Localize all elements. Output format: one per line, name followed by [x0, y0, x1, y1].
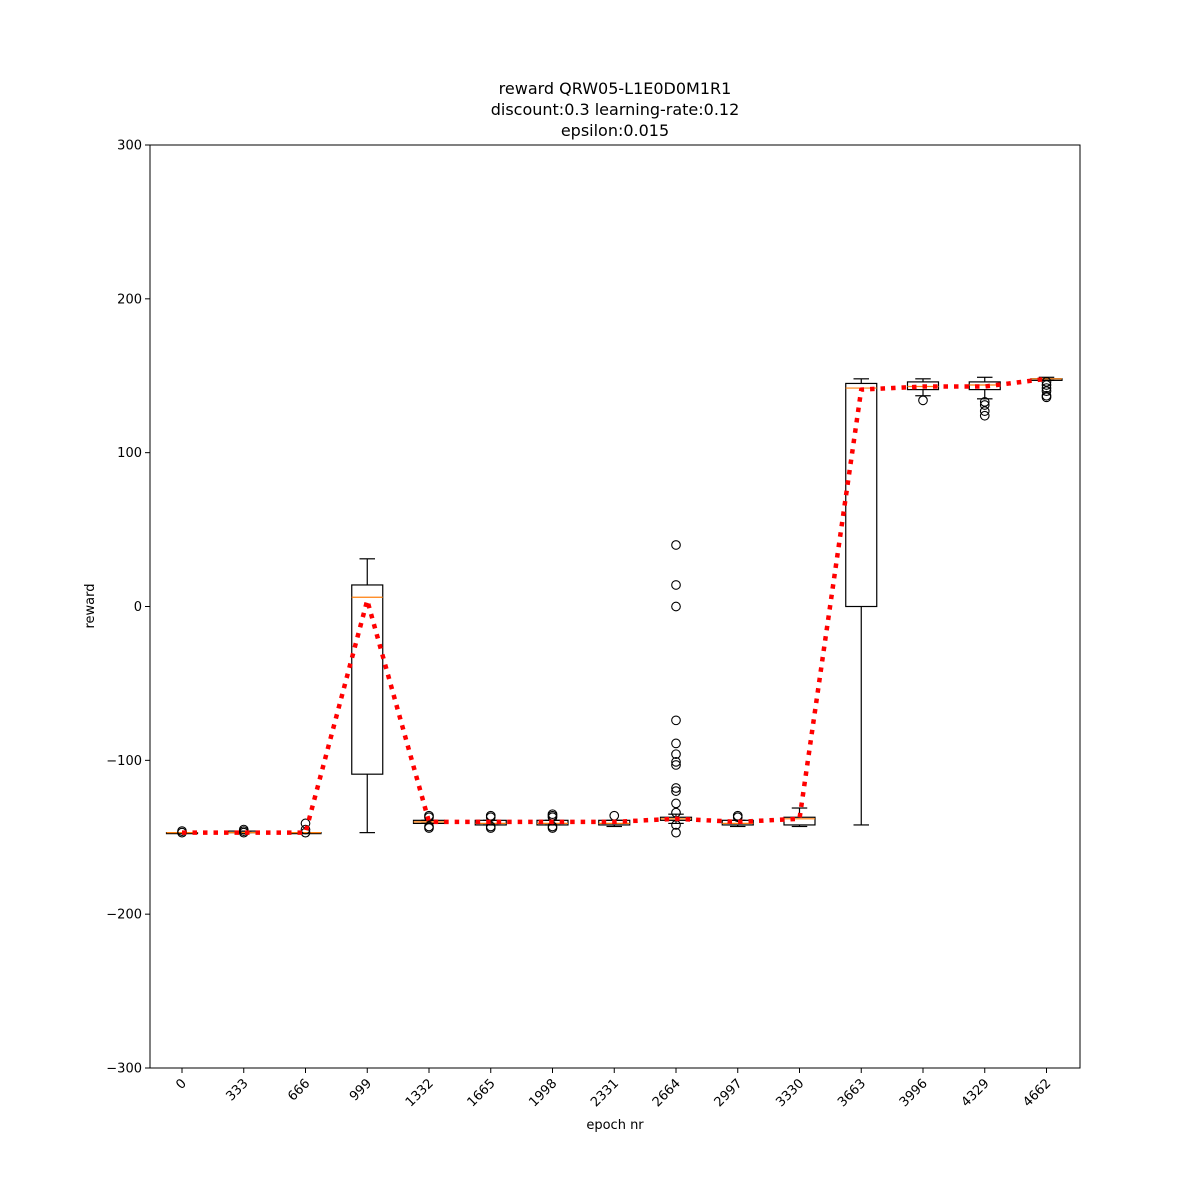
flier-point [485, 812, 496, 823]
x-tick-label: 1998 [526, 1076, 560, 1110]
box-2664 [659, 540, 693, 838]
flier-point [424, 812, 434, 823]
flier-point [671, 783, 681, 793]
y-axis-label: reward [83, 583, 98, 628]
box-2331 [598, 810, 631, 828]
box-333 [227, 824, 260, 838]
x-axis-label: epoch nr [586, 1118, 644, 1133]
x-axis: 0 333 666 999 1332 1665 1998 2331 2664 2997 3330 36… [173, 1068, 1054, 1110]
flier-point [918, 395, 928, 406]
x-tick-label: 3330 [773, 1076, 807, 1110]
box-1332 [412, 810, 446, 833]
y-axis: −300 −200 −100 0 100 200 300 [106, 139, 150, 1077]
box-body [845, 382, 878, 608]
flier-point [671, 738, 681, 749]
y-tick-label: 100 [117, 446, 142, 461]
y-tick-label: −100 [106, 754, 142, 769]
flier-point [671, 715, 681, 726]
flier-point [979, 400, 990, 410]
flier-point [485, 823, 496, 833]
flier-point [671, 760, 681, 770]
box-4329 [968, 376, 1001, 421]
x-tick-label: 3663 [835, 1076, 869, 1110]
flier-point [1041, 392, 1052, 403]
box-body [906, 381, 940, 391]
x-tick-label: 4662 [1020, 1076, 1054, 1110]
flier-point [671, 786, 681, 796]
flier-point [1041, 383, 1052, 393]
box-body [351, 584, 384, 775]
x-tick-label: 1665 [465, 1076, 499, 1110]
x-tick-label: 666 [285, 1076, 313, 1104]
x-tick-label: 1332 [403, 1076, 437, 1110]
x-tick-label: 999 [347, 1076, 375, 1104]
flier-point [671, 601, 681, 612]
x-tick-label: 3996 [897, 1076, 931, 1110]
y-tick-label: 300 [117, 139, 142, 154]
flier-point [424, 823, 434, 833]
chart-title: reward QRW05-L1E0D0M1R1 discount:0.3 lea… [491, 79, 740, 140]
y-tick-label: −200 [106, 908, 142, 923]
y-tick-label: 200 [117, 292, 142, 307]
flier-point [609, 810, 620, 821]
flier-point [671, 798, 681, 809]
x-tick-label: 4329 [959, 1076, 993, 1110]
box-3996 [906, 378, 940, 406]
flier-point [671, 749, 681, 760]
y-tick-label: 0 [134, 600, 142, 615]
flier-point [300, 824, 311, 835]
y-tick-label: −300 [106, 1062, 142, 1077]
x-tick-label: 0 [173, 1076, 189, 1092]
chart-title-line-1: reward QRW05-L1E0D0M1R1 [499, 79, 732, 98]
mean-line [182, 376, 1047, 835]
box-body [968, 381, 1001, 391]
box-2997 [721, 810, 754, 828]
plot-area [165, 376, 1063, 838]
flier-point [979, 410, 990, 421]
x-tick-label: 2331 [588, 1076, 622, 1110]
x-tick-label: 2664 [650, 1076, 684, 1110]
x-tick-label: 2997 [712, 1076, 746, 1110]
box-4662 [1030, 376, 1063, 403]
flier-point [1041, 377, 1052, 387]
flier-point [671, 827, 681, 838]
flier-point [1041, 386, 1052, 396]
flier-point [1041, 380, 1052, 390]
x-tick-label: 333 [223, 1076, 251, 1104]
flier-point [671, 580, 681, 590]
chart-title-line-2: discount:0.3 learning-rate:0.12 [491, 100, 740, 119]
plot-frame [149, 144, 1081, 1069]
flier-point [979, 397, 990, 407]
flier-point [671, 540, 681, 550]
flier-point [979, 406, 990, 416]
box-1665 [474, 810, 507, 833]
flier-point [732, 812, 743, 823]
flier-point [671, 757, 681, 767]
box-999 [351, 558, 384, 834]
chart-title-line-3: epsilon:0.015 [561, 121, 669, 140]
box-3663 [845, 378, 878, 826]
